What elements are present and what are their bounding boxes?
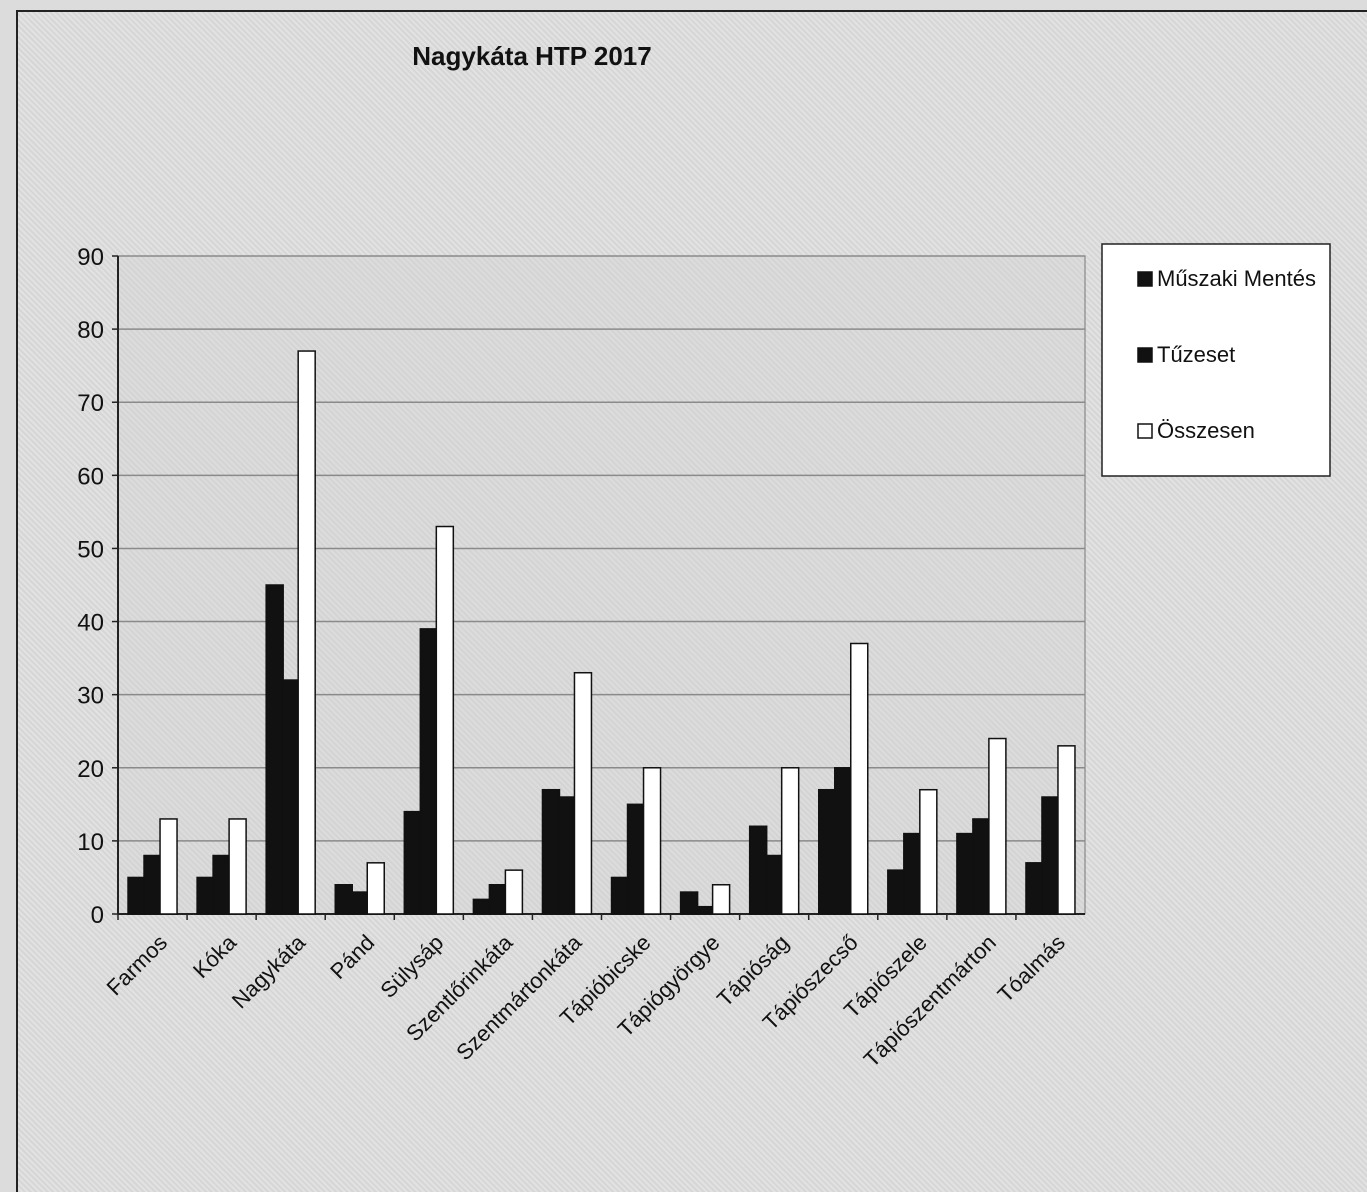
x-tick-label: Tóalmás [993,930,1070,1007]
bar-1-10 [748,825,768,915]
bar-3-9 [711,884,731,915]
bar-1-6 [472,898,492,915]
bar-2-12 [903,832,922,915]
bar-1-3 [265,584,284,915]
legend-swatch [1137,271,1153,287]
bar-2-6 [488,884,508,915]
x-tick-label: Farmos [102,930,172,1000]
legend: Műszaki Mentés Tűzeset Összesen [1101,243,1331,477]
bar-3-5 [435,525,455,915]
bar-3-3 [297,350,316,915]
bar-1-5 [403,810,423,915]
y-tick-label: 30 [77,683,104,710]
chart-frame [16,10,1367,1192]
bar-3-11 [850,642,869,915]
bar-1-12 [887,869,906,915]
bar-2-8 [626,803,646,915]
y-tick-label: 70 [77,390,104,417]
bar-1-9 [679,891,699,915]
chart-title: Nagykáta HTP 2017 [412,41,651,71]
bar-2-9 [695,905,715,915]
bar-2-4 [350,891,369,915]
bar-2-3 [281,679,300,915]
bar-1-1 [127,876,146,915]
bar-3-1 [159,818,178,915]
legend-label: Műszaki Mentés [1157,266,1316,291]
x-tick-label: Nagykáta [227,929,311,1013]
x-tick-label: Pánd [325,930,379,984]
y-tick-label: 80 [77,317,104,344]
bar-3-2 [228,818,247,915]
bar-3-14 [1057,745,1076,915]
y-tick-label: 50 [77,536,104,563]
bar-1-8 [610,876,630,915]
bar-3-8 [642,767,662,915]
bar-1-2 [196,876,215,915]
legend-swatch [1137,423,1153,439]
bar-1-11 [818,788,837,915]
bar-3-7 [573,671,593,915]
y-tick-label: 20 [77,756,104,783]
bar-3-10 [780,767,800,915]
bar-1-14 [1025,862,1044,915]
legend-label: Összesen [1157,418,1255,443]
bar-2-1 [143,854,162,915]
y-tick-label: 40 [77,610,104,637]
plot-background [117,255,1086,915]
bar-3-13 [988,737,1007,915]
bar-2-13 [972,818,991,915]
x-tick-label: Tápiószentmárton [859,930,1001,1072]
bar-2-14 [1041,796,1060,915]
bar-3-4 [366,862,385,915]
legend-label: Tűzeset [1157,342,1235,367]
y-tick-label: 60 [77,463,104,490]
bar-2-11 [834,767,853,915]
bar-1-13 [956,832,975,915]
bar-2-7 [557,796,577,915]
y-tick-label: 0 [91,902,104,929]
legend-swatch [1137,347,1153,363]
bar-2-10 [764,854,784,915]
y-tick-label: 10 [77,829,104,856]
bar-2-2 [212,854,231,915]
bar-1-7 [541,788,561,915]
y-tick-label: 90 [77,244,104,271]
bar-2-5 [419,628,439,915]
x-tick-label: Szentmártonkáta [451,929,587,1065]
x-tick-label: Kóka [188,929,242,983]
bar-3-12 [919,788,938,915]
bar-1-4 [334,884,353,915]
bar-3-6 [504,869,524,915]
